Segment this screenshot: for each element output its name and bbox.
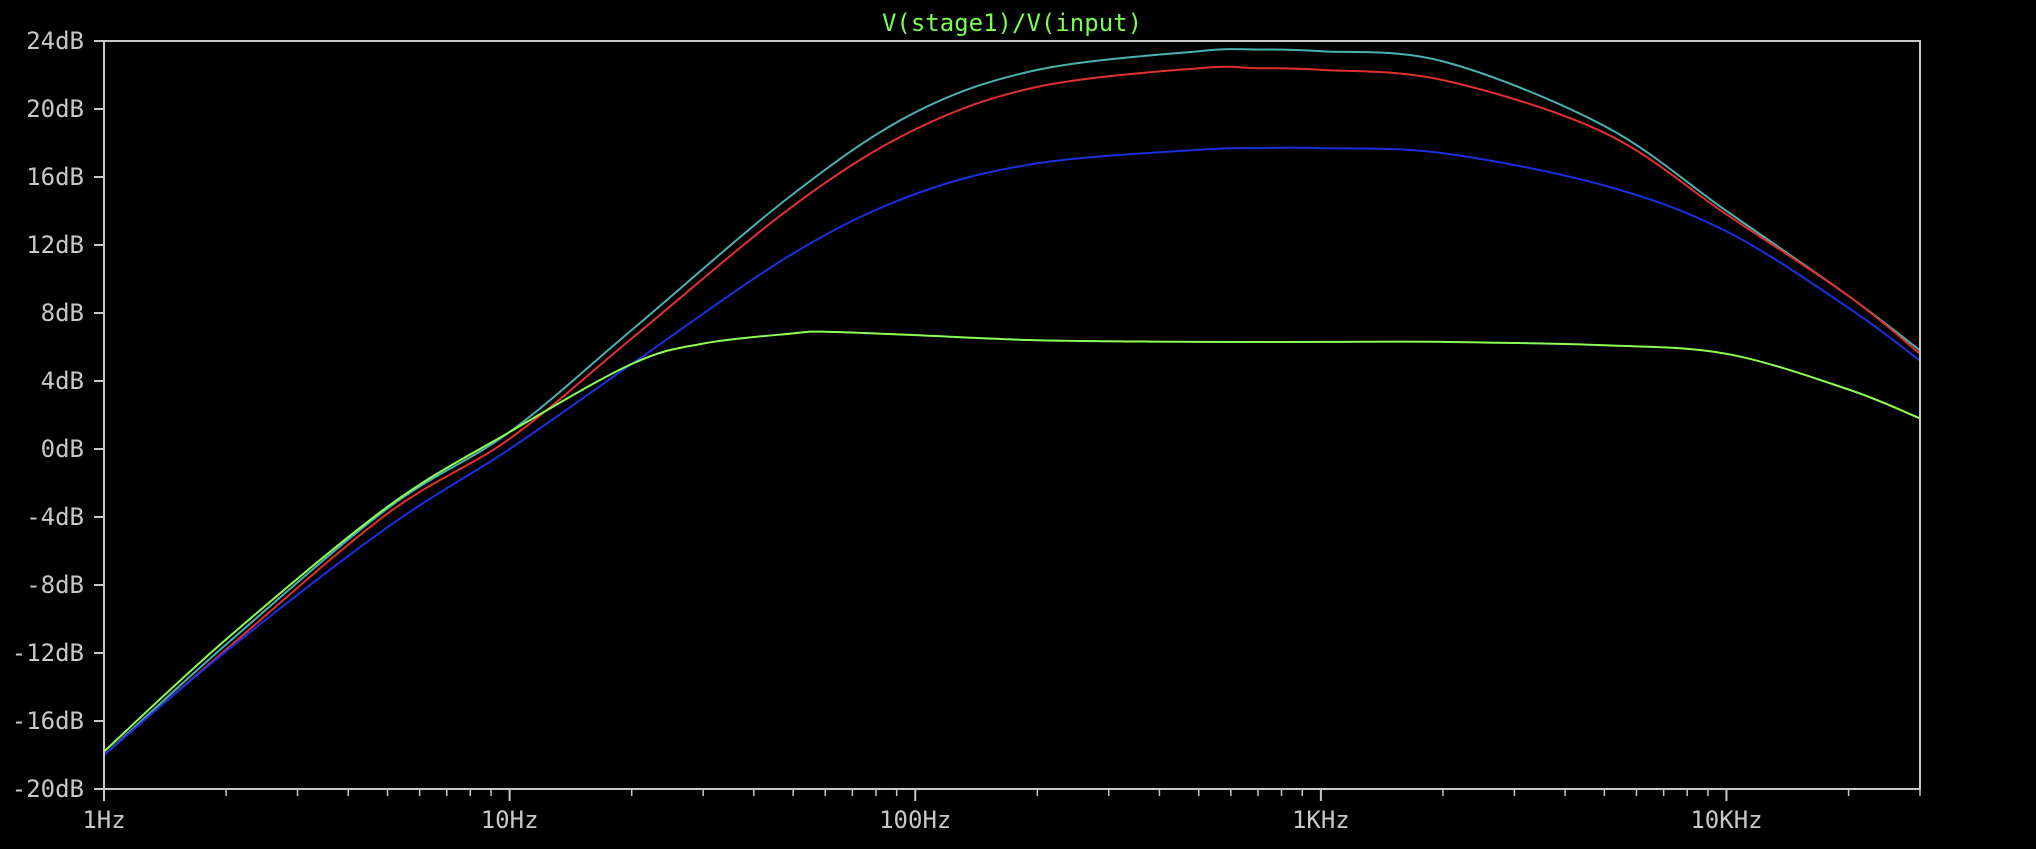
y-axis: 24dB 20dB 16dB 12dB 8dB 4dB 0dB -4dB -8dB -12dB -1… — [12, 27, 104, 803]
x-tick-label: 10KHz — [1690, 806, 1762, 834]
y-tick-label: 8dB — [41, 299, 84, 327]
y-tick-label: -12dB — [12, 639, 84, 667]
y-tick-label: 20dB — [26, 95, 84, 123]
y-tick-label: -16dB — [12, 707, 84, 735]
y-tick-label: 12dB — [26, 231, 84, 259]
x-tick-label: 1Hz — [82, 806, 125, 834]
y-tick-label: 24dB — [26, 27, 84, 55]
y-tick-label: -4dB — [26, 503, 84, 531]
chart-title: V(stage1)/V(input) — [882, 9, 1142, 37]
curves — [103, 48, 1921, 756]
series-line-1 — [103, 48, 1921, 756]
series-line-4 — [103, 330, 1921, 753]
x-tick-label: 100Hz — [879, 806, 951, 834]
series-line-3 — [103, 146, 1921, 756]
y-tick-label: 4dB — [41, 367, 84, 395]
plot-frame — [103, 40, 1921, 790]
x-tick-label: 1KHz — [1292, 806, 1350, 834]
y-tick-label: 0dB — [41, 435, 84, 463]
y-tick-label: 16dB — [26, 163, 84, 191]
series-line-2 — [103, 65, 1921, 756]
y-tick-label: -8dB — [26, 571, 84, 599]
x-axis: 1Hz 10Hz 100Hz 1KHz 10KHz — [82, 789, 1921, 834]
x-tick-label: 10Hz — [481, 806, 539, 834]
y-tick-label: -20dB — [12, 775, 84, 803]
